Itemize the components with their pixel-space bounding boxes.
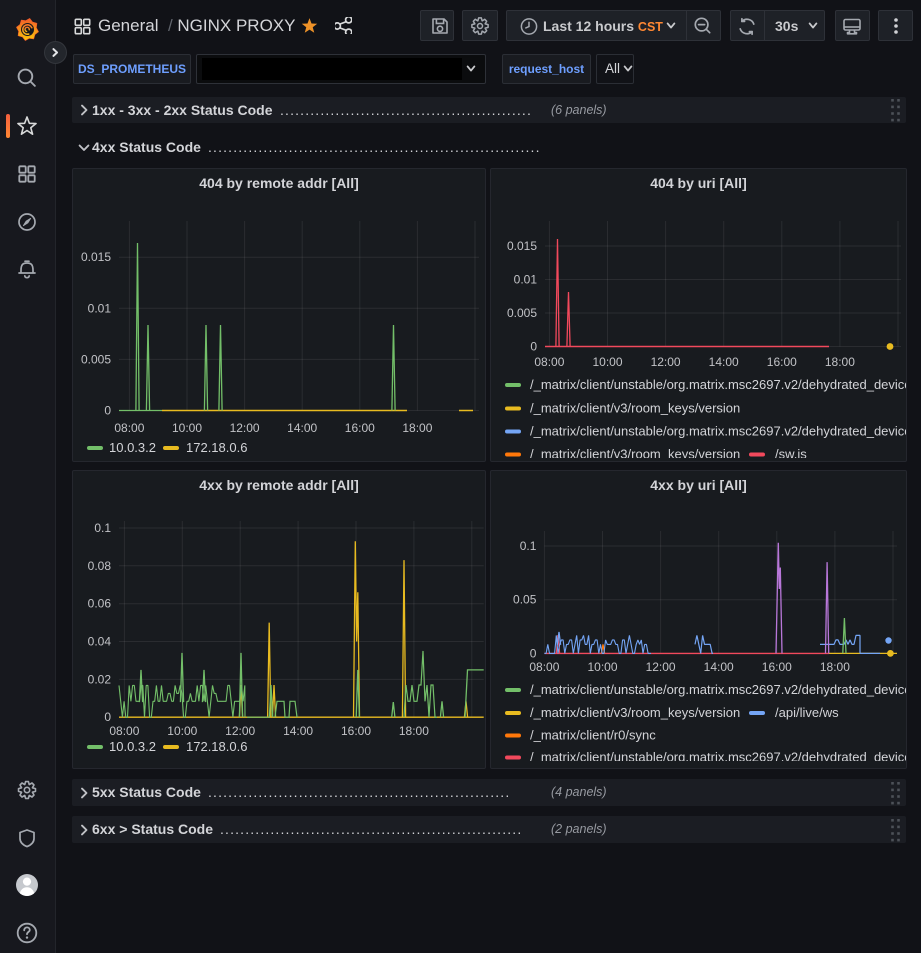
svg-text:/_matrix/client/v3/room_keys/v: /_matrix/client/v3/room_keys/version [530, 447, 740, 458]
svg-text:12:00: 12:00 [225, 724, 255, 738]
svg-text:0: 0 [104, 404, 111, 418]
svg-text:/sw.js: /sw.js [775, 447, 807, 458]
svg-text:10:00: 10:00 [172, 421, 202, 435]
svg-text:10.0.3.2: 10.0.3.2 [109, 440, 156, 455]
svg-text:/_matrix/client/unstable/org.m: /_matrix/client/unstable/org.matrix.msc2… [530, 682, 906, 697]
svg-text:0.005: 0.005 [81, 352, 111, 366]
svg-text:0: 0 [104, 710, 111, 724]
svg-text:14:00: 14:00 [287, 421, 317, 435]
svg-text:0: 0 [530, 340, 537, 354]
svg-text:0.1: 0.1 [520, 539, 537, 553]
svg-text:18:00: 18:00 [402, 421, 432, 435]
svg-text:12:00: 12:00 [230, 421, 260, 435]
svg-text:0.015: 0.015 [81, 250, 111, 264]
svg-text:0.08: 0.08 [88, 559, 112, 573]
svg-text:12:00: 12:00 [651, 355, 681, 369]
svg-text:18:00: 18:00 [820, 660, 850, 674]
svg-text:0.01: 0.01 [514, 273, 538, 287]
svg-text:/_matrix/client/v3/room_keys/v: /_matrix/client/v3/room_keys/version [530, 401, 740, 416]
svg-text:14:00: 14:00 [283, 724, 313, 738]
svg-text:10:00: 10:00 [167, 724, 197, 738]
svg-text:0.005: 0.005 [507, 306, 537, 320]
svg-text:12:00: 12:00 [646, 660, 676, 674]
svg-text:172.18.0.6: 172.18.0.6 [186, 739, 247, 754]
svg-text:0: 0 [530, 646, 537, 660]
svg-text:0.02: 0.02 [88, 672, 112, 686]
svg-text:18:00: 18:00 [825, 355, 855, 369]
svg-text:/api/live/ws: /api/live/ws [775, 705, 839, 720]
svg-text:/_matrix/client/unstable/org.m: /_matrix/client/unstable/org.matrix.msc2… [530, 750, 906, 761]
svg-text:16:00: 16:00 [767, 355, 797, 369]
svg-text:14:00: 14:00 [709, 355, 739, 369]
svg-text:/_matrix/client/unstable/org.m: /_matrix/client/unstable/org.matrix.msc2… [530, 377, 906, 392]
svg-text:16:00: 16:00 [345, 421, 375, 435]
svg-text:/_matrix/client/unstable/org.m: /_matrix/client/unstable/org.matrix.msc2… [530, 424, 906, 439]
svg-text:0.015: 0.015 [507, 239, 537, 253]
svg-text:0.05: 0.05 [513, 593, 537, 607]
svg-text:0.04: 0.04 [88, 635, 112, 649]
svg-text:14:00: 14:00 [704, 660, 734, 674]
svg-text:0.01: 0.01 [88, 301, 112, 315]
svg-text:0.06: 0.06 [88, 597, 112, 611]
svg-text:/_matrix/client/r0/sync: /_matrix/client/r0/sync [530, 728, 656, 743]
svg-text:10:00: 10:00 [587, 660, 617, 674]
svg-text:10.0.3.2: 10.0.3.2 [109, 739, 156, 754]
svg-text:172.18.0.6: 172.18.0.6 [186, 440, 247, 455]
svg-text:08:00: 08:00 [109, 724, 139, 738]
svg-text:0.1: 0.1 [94, 521, 111, 535]
svg-text:10:00: 10:00 [592, 355, 622, 369]
svg-text:08:00: 08:00 [529, 660, 559, 674]
svg-text:18:00: 18:00 [399, 724, 429, 738]
svg-text:/_matrix/client/v3/room_keys/v: /_matrix/client/v3/room_keys/version [530, 705, 740, 720]
svg-text:16:00: 16:00 [762, 660, 792, 674]
svg-text:08:00: 08:00 [534, 355, 564, 369]
svg-text:08:00: 08:00 [114, 421, 144, 435]
svg-text:16:00: 16:00 [341, 724, 371, 738]
